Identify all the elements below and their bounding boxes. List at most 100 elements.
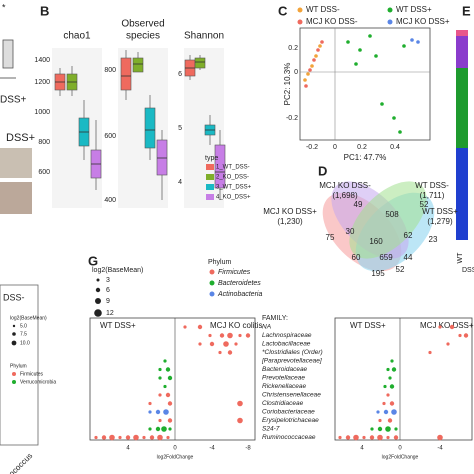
label: type bbox=[205, 155, 218, 162]
point bbox=[149, 435, 155, 440]
point bbox=[142, 435, 146, 440]
box bbox=[120, 57, 132, 91]
point bbox=[387, 7, 393, 13]
point bbox=[148, 410, 152, 414]
label: Actinobacteria bbox=[217, 291, 262, 298]
label: Verrucomicrobia bbox=[20, 379, 56, 385]
point bbox=[314, 54, 318, 58]
point bbox=[109, 434, 115, 441]
point bbox=[94, 435, 98, 440]
label: log2FoldChange bbox=[157, 454, 194, 460]
label: *Clostridiales (Order) bbox=[262, 349, 323, 356]
point bbox=[345, 435, 351, 440]
point bbox=[318, 44, 322, 48]
point bbox=[389, 401, 395, 406]
point bbox=[125, 435, 131, 440]
label: C bbox=[278, 3, 288, 18]
point bbox=[386, 367, 390, 372]
plot-area bbox=[52, 48, 102, 208]
label: MCJ KO DSS+ bbox=[263, 207, 317, 216]
point bbox=[320, 40, 324, 44]
label: 4 bbox=[178, 179, 182, 186]
point bbox=[163, 409, 169, 415]
point bbox=[245, 333, 251, 338]
point bbox=[449, 324, 455, 330]
label: 44 bbox=[404, 253, 413, 262]
label: Coriobacteriaceae bbox=[262, 409, 315, 416]
label: log2(BaseMean) bbox=[92, 267, 143, 274]
point bbox=[198, 342, 202, 346]
label: 62 bbox=[404, 231, 413, 240]
point bbox=[11, 340, 17, 346]
point bbox=[209, 280, 215, 286]
label: 0 bbox=[294, 69, 298, 76]
point bbox=[238, 333, 242, 338]
label: 7.5 bbox=[20, 331, 27, 337]
label: 1000 bbox=[34, 109, 50, 116]
point bbox=[316, 48, 320, 52]
label: 4 bbox=[360, 446, 364, 452]
point bbox=[382, 401, 386, 406]
point bbox=[165, 392, 171, 398]
label: MCJ KO DSS+ bbox=[396, 17, 450, 26]
label: -8 bbox=[245, 446, 251, 452]
label: 4 bbox=[126, 446, 130, 452]
label: 0 bbox=[333, 144, 337, 151]
label: S24-7 bbox=[262, 426, 280, 433]
point bbox=[369, 435, 375, 440]
point bbox=[306, 72, 310, 76]
label: WT DSS+ bbox=[350, 321, 386, 330]
label: 0.2 bbox=[357, 144, 367, 151]
label: -0.2 bbox=[306, 144, 318, 151]
point bbox=[219, 333, 225, 338]
point bbox=[95, 287, 101, 293]
label: WT DSS- bbox=[415, 181, 449, 190]
label: 60 bbox=[352, 253, 361, 262]
point bbox=[237, 400, 243, 407]
point bbox=[167, 401, 173, 406]
label: 10.0 bbox=[20, 340, 30, 346]
point bbox=[167, 418, 173, 423]
label: 12 bbox=[106, 310, 114, 317]
label: 800 bbox=[104, 67, 116, 74]
bar-segment bbox=[456, 36, 468, 68]
label: 800 bbox=[38, 139, 50, 146]
point bbox=[118, 435, 122, 440]
point bbox=[12, 372, 16, 376]
label: PC1: 47.7% bbox=[344, 153, 387, 162]
point bbox=[209, 291, 215, 297]
point bbox=[385, 426, 391, 432]
point bbox=[234, 342, 238, 346]
histology-image bbox=[0, 148, 32, 178]
point bbox=[378, 418, 382, 423]
point bbox=[163, 384, 167, 389]
label: Ruminococcaceae bbox=[262, 434, 316, 441]
label: (1,230) bbox=[277, 217, 303, 226]
point bbox=[197, 324, 203, 330]
point bbox=[223, 341, 229, 347]
point bbox=[167, 375, 173, 381]
legend-swatch bbox=[206, 164, 214, 170]
label: 600 bbox=[38, 169, 50, 176]
box bbox=[194, 57, 206, 69]
label: Bacteroidetes bbox=[218, 280, 261, 287]
point bbox=[165, 367, 171, 372]
label: FAMILY: bbox=[262, 315, 288, 322]
point bbox=[416, 40, 420, 44]
label: MCJ KO colitis bbox=[210, 321, 262, 330]
label: 3 bbox=[106, 277, 110, 284]
point bbox=[158, 418, 162, 423]
point bbox=[209, 269, 215, 275]
point bbox=[458, 333, 462, 338]
point bbox=[133, 434, 139, 441]
label: MCJ KO DSS+ bbox=[420, 321, 474, 330]
point bbox=[354, 62, 358, 66]
point bbox=[428, 350, 432, 355]
label: MCJ KO DSS- bbox=[306, 17, 358, 26]
point bbox=[218, 350, 222, 355]
label: D bbox=[318, 163, 327, 178]
label: -4 bbox=[437, 446, 443, 452]
box bbox=[156, 139, 168, 176]
label: [Paraprevotellaceae] bbox=[261, 358, 322, 365]
label: Erysipelotrichaceae bbox=[262, 417, 319, 424]
